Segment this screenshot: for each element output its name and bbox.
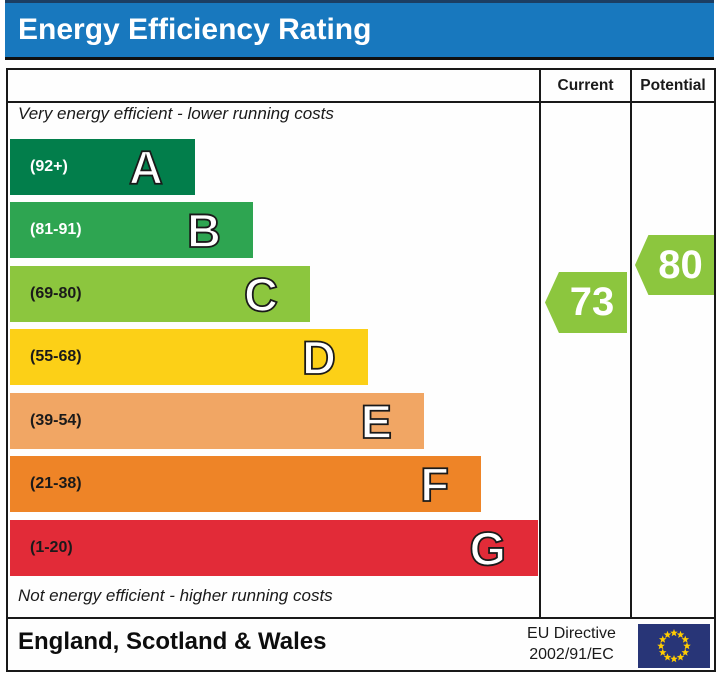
band-row-b: (81-91) B bbox=[10, 202, 253, 258]
eu-directive-label: EU Directive 2002/91/EC bbox=[513, 623, 630, 665]
band-row-g: (1-20) G bbox=[10, 520, 538, 576]
band-letter: D bbox=[301, 330, 337, 384]
current-rating-value: 73 bbox=[569, 280, 615, 324]
band-row-a: (92+) A bbox=[10, 139, 195, 195]
bottom-note: Not energy efficient - higher running co… bbox=[18, 586, 333, 605]
band-range-label: (92+) bbox=[30, 158, 68, 175]
band-letter: C bbox=[243, 267, 279, 321]
eu-flag-icon bbox=[638, 624, 710, 668]
top-note: Very energy efficient - lower running co… bbox=[18, 104, 334, 123]
band-row-e: (39-54) E bbox=[10, 393, 424, 449]
band-range-label: (55-68) bbox=[30, 348, 82, 365]
eu-directive-line1: EU Directive bbox=[527, 625, 616, 642]
band-range-label: (1-20) bbox=[30, 539, 73, 556]
band-letter: F bbox=[419, 457, 450, 511]
page-title: Energy Efficiency Rating bbox=[18, 13, 372, 46]
current-rating-arrow: 73 bbox=[545, 272, 627, 333]
potential-column-divider bbox=[630, 70, 632, 619]
title-bar: Energy Efficiency Rating bbox=[5, 0, 714, 60]
band-range-label: (69-80) bbox=[30, 285, 82, 302]
region-label: England, Scotland & Wales bbox=[18, 628, 327, 655]
band-letter: B bbox=[186, 203, 222, 257]
potential-rating-arrow: 80 bbox=[635, 235, 714, 295]
eu-directive-line2: 2002/91/EC bbox=[529, 646, 614, 663]
band-range-label: (39-54) bbox=[30, 412, 82, 429]
band-letter: A bbox=[128, 140, 164, 194]
band-row-c: (69-80) C bbox=[10, 266, 310, 322]
band-row-d: (55-68) D bbox=[10, 329, 368, 385]
band-letter: E bbox=[360, 394, 393, 448]
band-letter: G bbox=[469, 521, 507, 575]
rating-table: Current Potential Very energy efficient … bbox=[6, 68, 716, 672]
current-column-header: Current bbox=[557, 76, 614, 94]
band-range-label: (21-38) bbox=[30, 475, 82, 492]
footer-divider bbox=[8, 617, 714, 619]
band-range-label: (81-91) bbox=[30, 221, 82, 238]
potential-column-header: Potential bbox=[640, 76, 706, 94]
potential-rating-value: 80 bbox=[658, 242, 703, 287]
header-divider bbox=[8, 101, 714, 103]
band-row-f: (21-38) F bbox=[10, 456, 481, 512]
current-column-divider bbox=[539, 70, 541, 619]
